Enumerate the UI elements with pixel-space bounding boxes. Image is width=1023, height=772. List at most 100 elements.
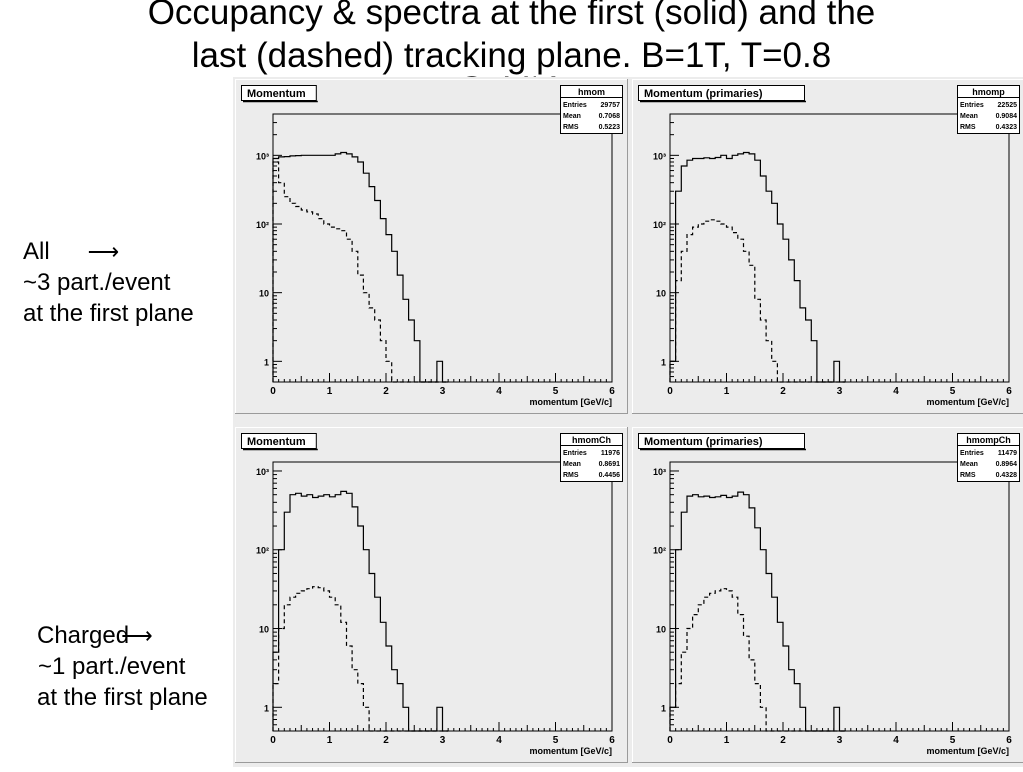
x-tick-label: 1	[724, 735, 730, 746]
stats-label: Entries	[960, 450, 984, 457]
label-all-line-2: ~3 part./event	[23, 267, 194, 298]
x-tick-label: 0	[270, 386, 276, 397]
stats-name: hmomp	[972, 87, 1005, 97]
histogram-title: Momentum	[247, 436, 306, 448]
y-tick-label: 10	[656, 625, 666, 635]
label-all-arrow-icon: ⟶	[88, 236, 120, 267]
y-tick-label: 10²	[653, 220, 666, 230]
stats-value: 0.4323	[996, 124, 1018, 131]
y-tick-label: 10²	[256, 220, 269, 230]
slide-title-line-1: Occupancy & spectra at the first (solid)…	[0, 0, 1023, 36]
stats-value: 0.7068	[599, 113, 621, 120]
x-tick-label: 4	[496, 735, 502, 746]
plot-frame	[273, 114, 612, 382]
x-tick-label: 5	[553, 386, 559, 397]
x-tick-label: 1	[327, 735, 333, 746]
x-tick-label: 4	[496, 386, 502, 397]
x-axis-label: momentum [GeV/c]	[529, 746, 612, 756]
y-tick-label: 1	[264, 703, 269, 713]
stats-label: Entries	[960, 102, 984, 109]
x-tick-label: 6	[1006, 735, 1012, 746]
stats-value: 0.9084	[996, 113, 1018, 120]
x-tick-label: 0	[667, 386, 673, 397]
label-charged: Charged⟶ ~1 part./event at the first pla…	[37, 620, 208, 713]
x-tick-label: 3	[440, 386, 446, 397]
stats-label: RMS	[960, 124, 976, 131]
x-tick-label: 2	[383, 386, 389, 397]
x-tick-label: 0	[270, 735, 276, 746]
stats-label: Mean	[960, 113, 978, 120]
x-tick-label: 2	[780, 735, 786, 746]
x-tick-label: 4	[893, 735, 899, 746]
y-tick-label: 10	[656, 289, 666, 299]
label-all: All ⟶ ~3 part./event at the first plane	[23, 236, 194, 329]
stats-name: hmomCh	[572, 435, 611, 445]
x-tick-label: 5	[553, 735, 559, 746]
y-tick-label: 10	[259, 289, 269, 299]
x-tick-label: 1	[327, 386, 333, 397]
stats-label: RMS	[563, 472, 579, 479]
y-tick-label: 10³	[653, 467, 666, 477]
label-charged-arrow-icon: ⟶	[121, 620, 153, 651]
histogram-title: Momentum (primaries)	[644, 88, 763, 100]
x-tick-label: 0	[667, 735, 673, 746]
x-tick-label: 5	[950, 386, 956, 397]
x-tick-label: 4	[893, 386, 899, 397]
stats-value: 0.8691	[599, 461, 621, 468]
x-axis-label: momentum [GeV/c]	[926, 397, 1009, 407]
histogram-title: Momentum	[247, 88, 306, 100]
x-tick-label: 2	[780, 386, 786, 397]
stats-value: 0.8964	[996, 461, 1018, 468]
stats-label: Entries	[563, 450, 587, 457]
stats-value: 29757	[601, 102, 621, 109]
x-tick-label: 1	[724, 386, 730, 397]
y-tick-label: 10³	[256, 467, 269, 477]
stats-value: 0.5223	[599, 124, 621, 131]
label-all-word: All	[23, 238, 50, 265]
x-tick-label: 6	[609, 386, 615, 397]
stats-label: RMS	[960, 472, 976, 479]
y-tick-label: 1	[661, 357, 666, 367]
y-tick-label: 10³	[256, 151, 269, 161]
stats-label: Mean	[563, 113, 581, 120]
x-tick-label: 6	[1006, 386, 1012, 397]
label-charged-line-2: ~1 part./event	[38, 651, 208, 682]
stats-label: Entries	[563, 102, 587, 109]
stats-value: 0.4328	[996, 472, 1018, 479]
stats-value: 11976	[601, 450, 620, 457]
stats-value: 11479	[998, 450, 1017, 457]
x-tick-label: 2	[383, 735, 389, 746]
stats-label: Mean	[960, 461, 978, 468]
y-tick-label: 10²	[256, 546, 269, 556]
y-tick-label: 10	[259, 625, 269, 635]
plot-frame	[670, 462, 1009, 731]
stats-value: 0.4456	[599, 472, 621, 479]
y-tick-label: 10³	[653, 151, 666, 161]
label-charged-line-3: at the first plane	[37, 682, 208, 713]
y-tick-label: 1	[264, 357, 269, 367]
stats-label: RMS	[563, 124, 579, 131]
y-tick-label: 10²	[653, 546, 666, 556]
x-tick-label: 3	[440, 735, 446, 746]
stats-name: hmom	[578, 87, 605, 97]
x-tick-label: 5	[950, 735, 956, 746]
y-tick-label: 1	[661, 703, 666, 713]
stats-name: hmompCh	[966, 435, 1011, 445]
stats-value: 22525	[998, 102, 1018, 109]
label-all-line-1: All ⟶	[23, 236, 194, 267]
x-tick-label: 6	[609, 735, 615, 746]
label-charged-word: Charged	[37, 622, 129, 649]
label-all-line-3: at the first plane	[23, 298, 194, 329]
label-charged-line-1: Charged⟶	[37, 620, 208, 651]
x-axis-label: momentum [GeV/c]	[926, 746, 1009, 756]
stats-label: Mean	[563, 461, 581, 468]
plot-frame	[273, 462, 612, 731]
x-tick-label: 3	[837, 386, 843, 397]
histogram-title: Momentum (primaries)	[644, 436, 763, 448]
